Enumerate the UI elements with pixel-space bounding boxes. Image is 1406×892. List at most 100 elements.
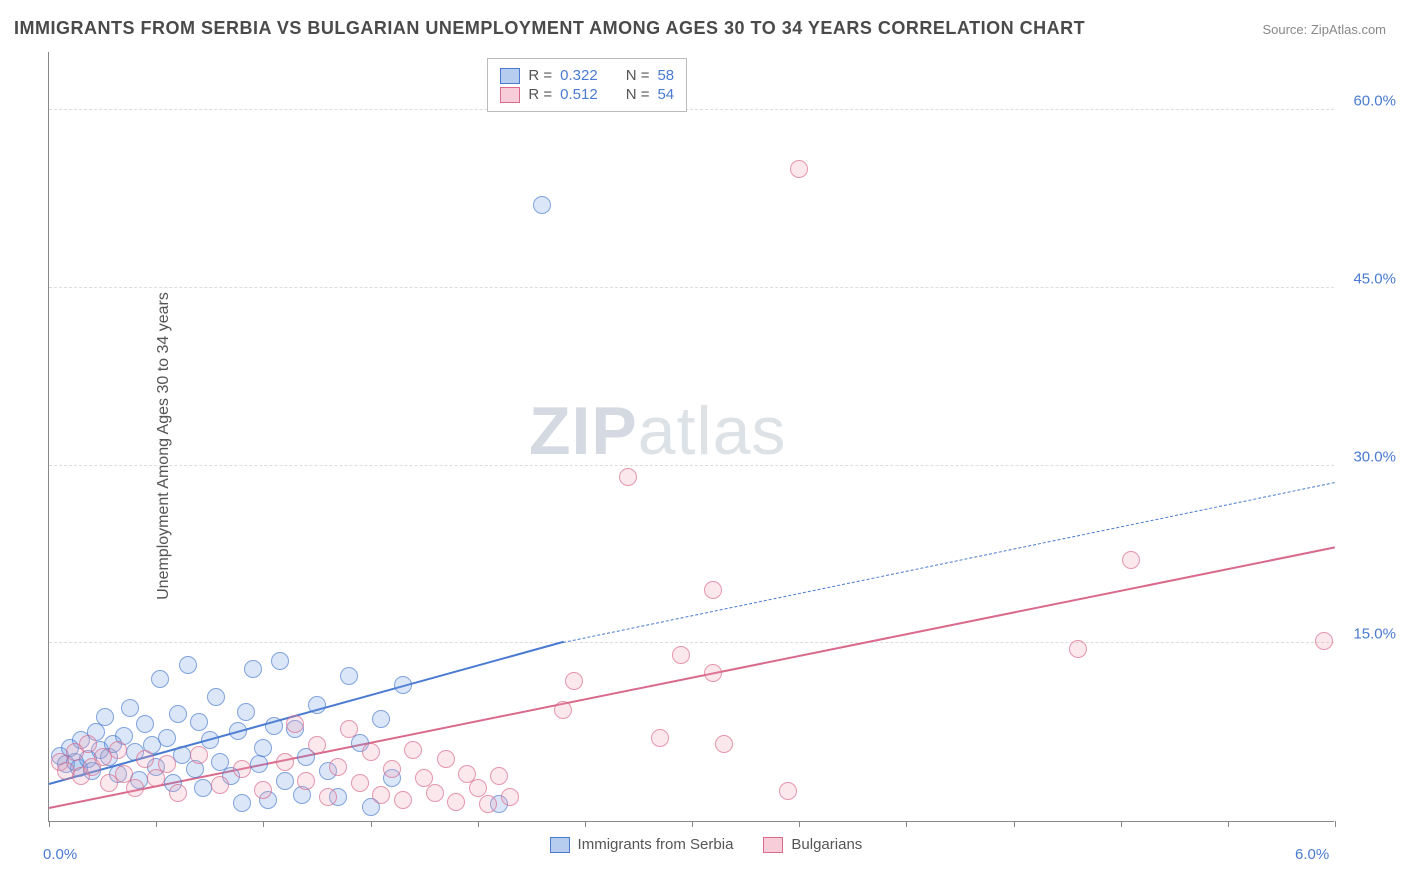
data-point	[169, 784, 187, 802]
data-point	[651, 729, 669, 747]
legend-item: Bulgarians	[763, 836, 862, 853]
data-point	[179, 656, 197, 674]
legend-r-label: R =	[528, 86, 552, 103]
data-point	[501, 788, 519, 806]
data-point	[151, 670, 169, 688]
data-point	[233, 760, 251, 778]
legend-r-label: R =	[528, 67, 552, 84]
data-point	[372, 786, 390, 804]
data-point	[271, 652, 289, 670]
x-tick-label: 0.0%	[43, 846, 77, 863]
data-point	[244, 660, 262, 678]
data-point	[479, 795, 497, 813]
data-point	[372, 710, 390, 728]
data-point	[308, 736, 326, 754]
data-point	[394, 791, 412, 809]
data-point	[340, 720, 358, 738]
x-tick	[371, 821, 372, 827]
x-tick-label: 6.0%	[1295, 846, 1329, 863]
data-point	[254, 781, 272, 799]
data-point	[254, 739, 272, 757]
data-point	[169, 705, 187, 723]
legend-r-value: 0.512	[560, 86, 598, 103]
legend-swatch	[763, 837, 783, 853]
data-point	[704, 581, 722, 599]
data-point	[383, 760, 401, 778]
data-point	[362, 743, 380, 761]
x-tick	[906, 821, 907, 827]
legend-n-label: N =	[626, 67, 650, 84]
data-point	[790, 160, 808, 178]
legend-row: R =0.512N =54	[500, 86, 674, 103]
correlation-legend: R =0.322N =58R =0.512N =54	[487, 58, 687, 112]
x-tick	[478, 821, 479, 827]
legend-swatch	[500, 68, 520, 84]
trend-line	[563, 482, 1335, 643]
gridline-h	[49, 642, 1334, 643]
data-point	[250, 755, 268, 773]
source-attribution: Source: ZipAtlas.com	[1262, 22, 1386, 37]
data-point	[1315, 632, 1333, 650]
data-point	[79, 735, 97, 753]
x-tick	[799, 821, 800, 827]
data-point	[565, 672, 583, 690]
data-point	[490, 767, 508, 785]
data-point	[158, 729, 176, 747]
data-point	[437, 750, 455, 768]
y-tick-label: 15.0%	[1353, 626, 1396, 643]
data-point	[126, 779, 144, 797]
series-legend: Immigrants from Serbia Bulgarians	[550, 836, 863, 853]
chart-title: IMMIGRANTS FROM SERBIA VS BULGARIAN UNEM…	[14, 18, 1085, 39]
x-tick	[1121, 821, 1122, 827]
data-point	[233, 794, 251, 812]
x-tick	[1228, 821, 1229, 827]
data-point	[404, 741, 422, 759]
data-point	[276, 753, 294, 771]
legend-label: Bulgarians	[791, 836, 862, 853]
data-point	[426, 784, 444, 802]
gridline-h	[49, 109, 1334, 110]
legend-r-value: 0.322	[560, 67, 598, 84]
legend-n-value: 58	[657, 67, 674, 84]
data-point	[1122, 551, 1140, 569]
gridline-h	[49, 287, 1334, 288]
data-point	[319, 788, 337, 806]
watermark-atlas: atlas	[638, 393, 787, 469]
data-point	[265, 717, 283, 735]
x-tick	[1014, 821, 1015, 827]
data-point	[533, 196, 551, 214]
x-tick	[1335, 821, 1336, 827]
data-point	[237, 703, 255, 721]
legend-row: R = 0.322 N = 58	[500, 67, 674, 84]
data-point	[136, 750, 154, 768]
data-point	[211, 776, 229, 794]
data-point	[297, 772, 315, 790]
data-point	[286, 715, 304, 733]
data-point	[276, 772, 294, 790]
data-point	[329, 758, 347, 776]
scatter-plot-area: ZIPatlas 15.0%30.0%45.0%60.0%0.0%6.0%	[48, 52, 1334, 822]
data-point	[207, 688, 225, 706]
data-point	[194, 779, 212, 797]
x-tick	[156, 821, 157, 827]
y-tick-label: 60.0%	[1353, 93, 1396, 110]
data-point	[779, 782, 797, 800]
data-point	[158, 755, 176, 773]
x-tick	[49, 821, 50, 827]
data-point	[672, 646, 690, 664]
data-point	[619, 468, 637, 486]
data-point	[190, 746, 208, 764]
legend-item: Immigrants from Serbia	[550, 836, 734, 853]
data-point	[121, 699, 139, 717]
data-point	[229, 722, 247, 740]
data-point	[1069, 640, 1087, 658]
data-point	[340, 667, 358, 685]
x-tick	[585, 821, 586, 827]
data-point	[96, 708, 114, 726]
legend-swatch	[500, 87, 520, 103]
data-point	[554, 701, 572, 719]
x-tick	[692, 821, 693, 827]
data-point	[447, 793, 465, 811]
data-point	[704, 664, 722, 682]
legend-n-value: 54	[657, 86, 674, 103]
